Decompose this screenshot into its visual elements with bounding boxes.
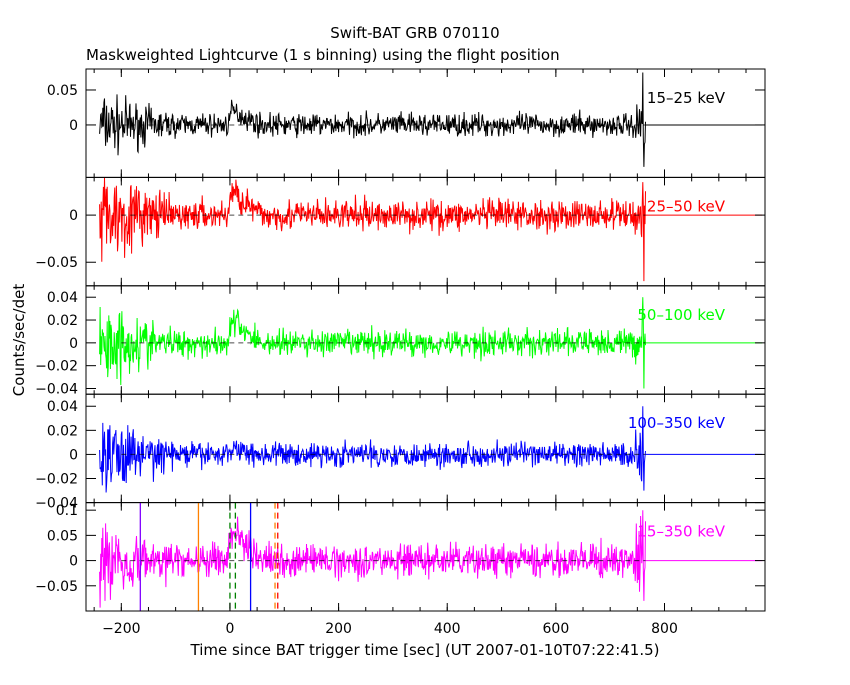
panel-15-25-kev: 0 0.05 15–25 keV — [47, 68, 766, 178]
lightcurve-line — [99, 406, 646, 493]
panel-100-350-kev: −0.04 −0.02 0 0.02 0.04 100–350 keV — [35, 393, 766, 512]
chart-subtitle: Maskweighted Lightcurve (1 s binning) us… — [86, 46, 560, 64]
y-tick-label: 0 — [69, 118, 78, 134]
band-label: 15–350 keV — [637, 523, 725, 541]
x-tick-label: −200 — [102, 621, 140, 637]
y-tick-label: −0.02 — [35, 359, 78, 375]
x-tick-label: 800 — [651, 621, 678, 637]
y-tick-label: 0 — [69, 208, 78, 224]
panel-frame — [85, 176, 766, 287]
lightcurve-line — [99, 297, 646, 389]
y-tick-label: 0 — [69, 447, 78, 463]
y-tick-label: 0 — [69, 336, 78, 352]
x-tick-label: 400 — [434, 621, 461, 637]
y-tick-label: −0.04 — [35, 381, 78, 397]
band-label: 25–50 keV — [647, 197, 726, 215]
y-tick-label: −0.05 — [35, 255, 78, 271]
x-tick-label: 600 — [543, 621, 570, 637]
panels-group: 0 0.05 15–25 keV −0.05 0 25–50 keV −0.04 −0.02 0… — [35, 68, 766, 637]
lightcurve-line — [99, 177, 646, 282]
panel-25-50-kev: −0.05 0 25–50 keV — [35, 176, 766, 287]
y-tick-label: 0 — [69, 554, 78, 570]
lightcurve-line — [99, 510, 646, 608]
y-tick-label: 0.1 — [56, 503, 78, 519]
y-axis-label: Counts/sec/det — [10, 284, 28, 397]
x-axis-label: Time since BAT trigger time [sec] (UT 20… — [190, 641, 660, 659]
y-tick-label: 0.05 — [47, 83, 78, 99]
band-label: 15–25 keV — [647, 89, 726, 107]
y-tick-label: −0.04 — [35, 496, 78, 512]
y-tick-label: 0.04 — [47, 290, 78, 306]
chart-title: Swift-BAT GRB 070110 — [330, 24, 499, 42]
panel-frame — [85, 502, 766, 612]
x-tick-label: 200 — [325, 621, 352, 637]
x-tick-label: 0 — [225, 621, 234, 637]
panel-50-100-kev: −0.04 −0.02 0 0.02 0.04 50–100 keV — [35, 285, 766, 397]
y-tick-label: −0.05 — [35, 579, 78, 595]
y-tick-label: 0.05 — [47, 528, 78, 544]
lightcurve-line — [99, 72, 646, 167]
band-label: 100–350 keV — [628, 414, 726, 432]
panel-15-350-kev: −0.05 0 0.05 0.1 15–350 keV — [35, 502, 766, 612]
band-label: 50–100 keV — [637, 306, 725, 324]
y-tick-label: 0.02 — [47, 423, 78, 439]
y-tick-label: −0.02 — [35, 472, 78, 488]
y-tick-label: 0.02 — [47, 313, 78, 329]
y-tick-label: 0.04 — [47, 399, 78, 415]
